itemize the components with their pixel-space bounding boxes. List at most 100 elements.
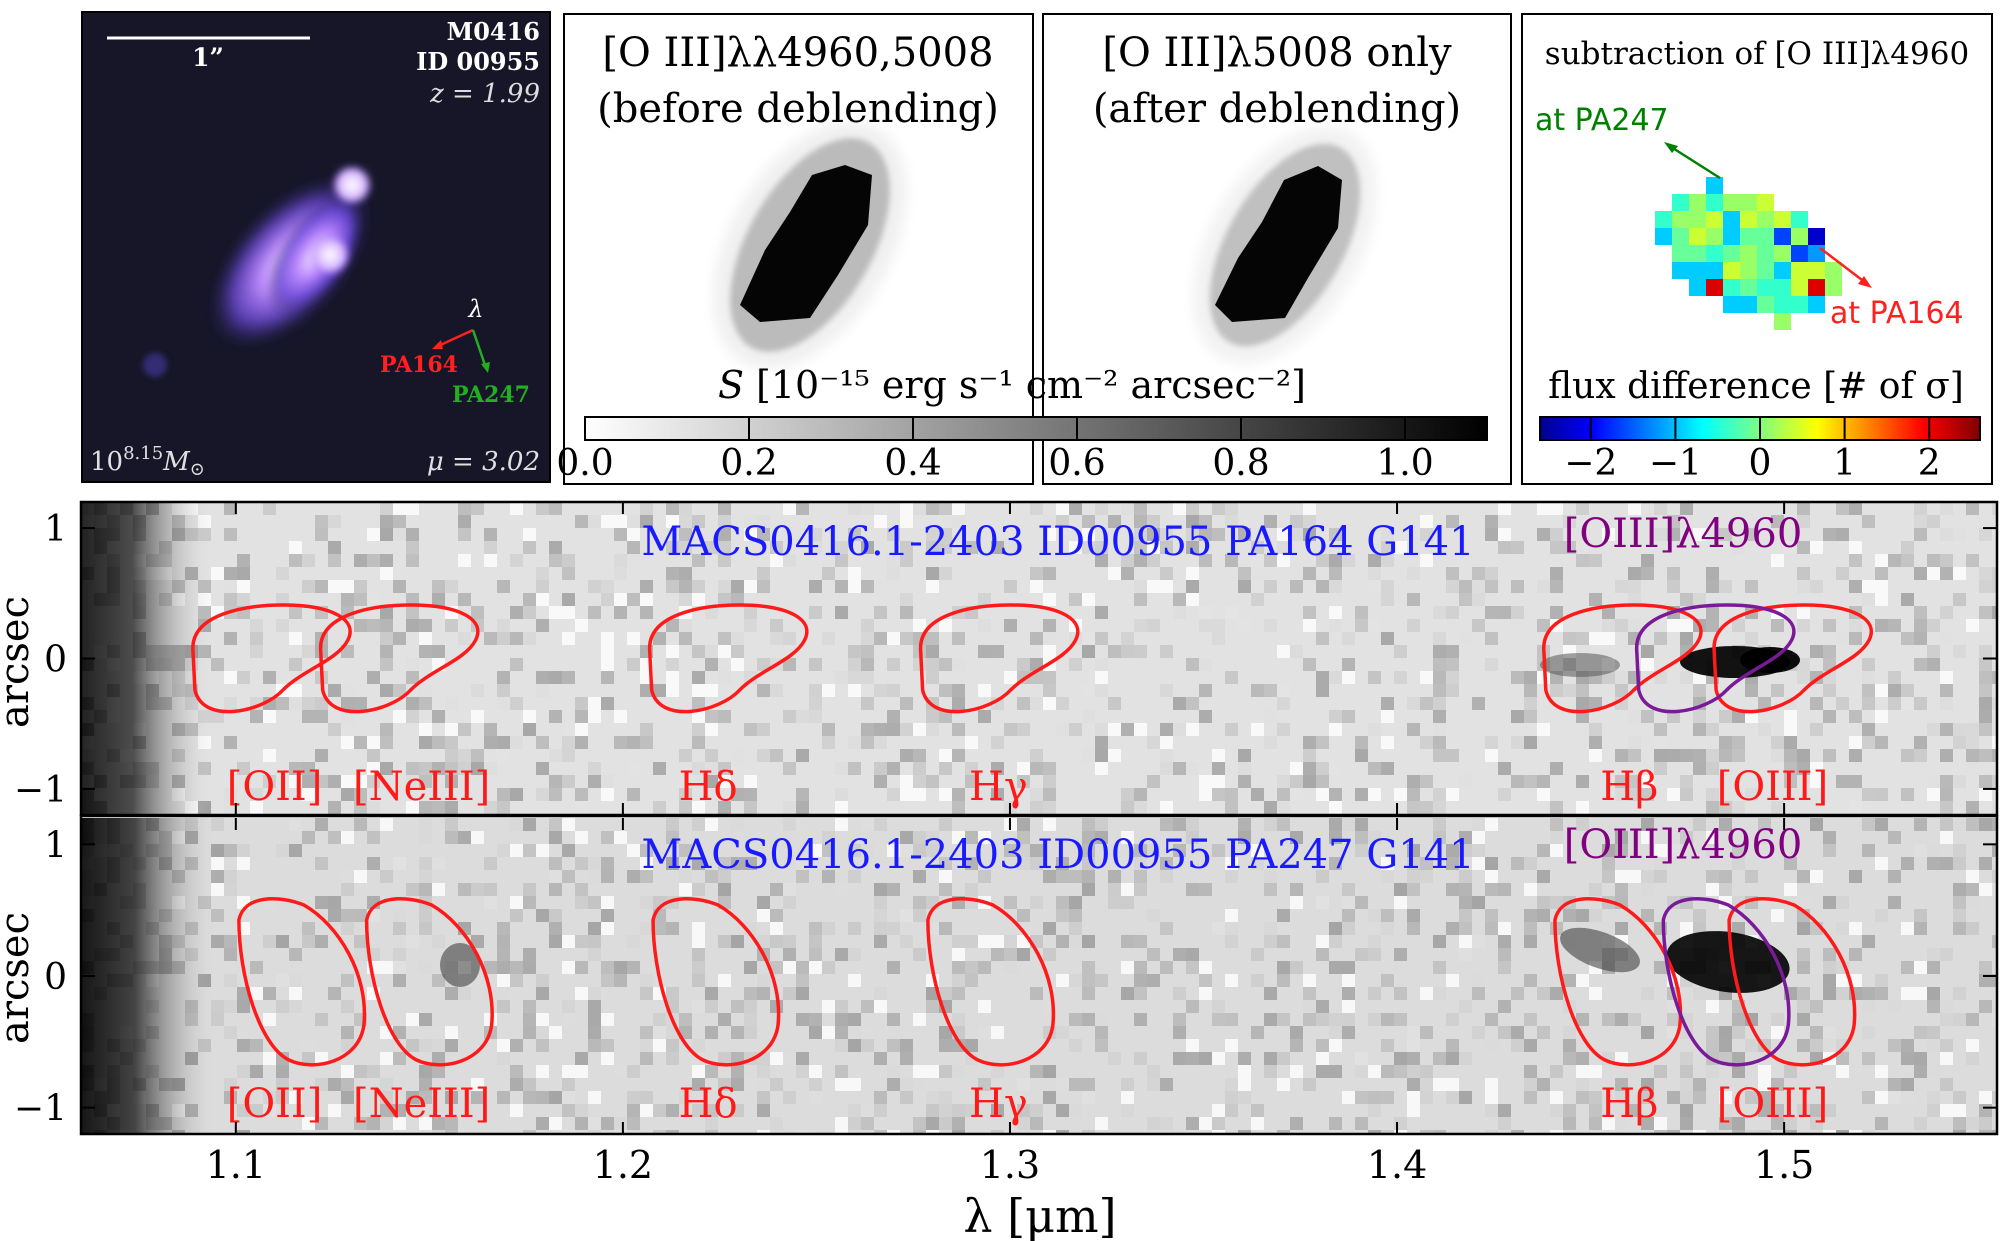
hbeta-trace [1560,927,1640,973]
pa247-arrow [1667,143,1721,180]
at-pa164-label: at PA164 [1830,296,1964,331]
neiii-contour [364,897,494,1067]
flux-difference-pixel [1672,245,1689,262]
scale-bar-label: 1” [192,43,224,72]
gray-colorbar: S [10⁻¹⁵ erg s⁻¹ cm⁻² arcsec⁻²] 0.0 0.2 0.4… [556,363,1488,484]
hdelta-contour [647,603,809,714]
colorbar-gray-tick-label: 0.6 [1048,443,1105,484]
colorbar-jet-tick-label: 1 [1833,443,1856,484]
colorbar-jet-tick-label: 0 [1749,443,1772,484]
flux-difference-pixel [1655,211,1672,228]
flux-difference-pixel [1808,245,1825,262]
flux-difference-pixel [1740,296,1757,313]
flux-difference-pixel [1706,279,1723,296]
flux-difference-pixel [1689,245,1706,262]
flux-difference-pixel [1672,194,1689,211]
flux-difference-pixel [1808,279,1825,296]
flux-difference-pixel [1791,211,1808,228]
flux-difference-pixel [1740,228,1757,245]
flux-difference-pixel [1774,279,1791,296]
flux-difference-pixel [1723,194,1740,211]
hgamma-contour [918,603,1080,714]
flux-difference-pixel [1791,262,1808,279]
xtick-label: 1.2 [593,1143,653,1187]
emission-line-label: [NeIII] [353,1081,490,1127]
emission-line-label: [OIII] [1717,1081,1828,1127]
field-name: M0416 [447,17,540,46]
emission-line-label: Hγ [969,1081,1028,1127]
oiii-4960-contour [1634,603,1796,714]
flux-difference-pixel [1689,228,1706,245]
flux-difference-pixel [1825,279,1842,296]
xlabel: λ [μm] [963,1189,1116,1241]
oiii-after-map [1193,126,1377,364]
emission-line-label: [OII] [227,1081,323,1127]
xtick-label: 1.4 [1367,1143,1427,1187]
flux-difference-pixel [1791,228,1808,245]
emission-line-label: [OIII] [1717,764,1828,810]
flux-difference-pixel [1791,245,1808,262]
galaxy-image [143,163,374,377]
flux-difference-pixel [1706,211,1723,228]
hbeta-contour [1553,897,1683,1067]
xtick-label: 1.3 [980,1143,1040,1187]
hbeta-contour [1542,603,1703,714]
oii-contour [191,603,352,714]
subtraction-panel: subtraction of [O III]λ4960 at PA247 at … [1521,13,1993,485]
flux-difference-pixel [1774,262,1791,279]
flux-difference-pixel [1808,296,1825,313]
flux-difference-pixel [1740,262,1757,279]
oiii-contour [1727,897,1857,1067]
flux-difference-pixel [1706,245,1723,262]
flux-difference-pixel [1757,279,1774,296]
colorbar-gray-tick-label: 1.0 [1376,443,1433,484]
flux-difference-pixel [1706,194,1723,211]
flux-difference-pixel [1757,211,1774,228]
dispersion-direction-arrows [432,328,490,373]
ytick-label: 0 [44,957,67,998]
oiii-before-map [713,121,907,369]
flux-difference-map [1655,177,1842,330]
neiii-contour [318,603,480,714]
colorbar-gray-label: S [10⁻¹⁵ erg s⁻¹ cm⁻² arcsec⁻²] [718,363,1306,407]
flux-difference-pixel [1740,245,1757,262]
magnification: μ = 3.02 [427,447,540,477]
flux-difference-pixel [1774,313,1791,330]
flux-difference-pixel [1672,228,1689,245]
flux-difference-pixel [1723,296,1740,313]
ytick-label: 0 [44,640,67,681]
at-pa247-label: at PA247 [1535,103,1669,138]
emission-line-label: [OII] [227,764,323,810]
spectrum-top-oiii4960-label: [OIII]λ4960 [1564,511,1803,557]
ytick-label: 1 [44,509,67,550]
spectrum-bottom-oiii4960-label: [OIII]λ4960 [1564,822,1803,868]
flux-difference-pixel [1723,211,1740,228]
pa164-arrow-label: PA164 [380,352,458,378]
before-line2: (before deblending) [597,86,999,132]
spectrum-bottom-title: MACS0416.1-2403 ID00955 PA247 G141 [641,832,1474,878]
flux-difference-pixel [1689,262,1706,279]
flux-difference-pixel [1774,296,1791,313]
lambda-direction-label: λ [467,295,483,323]
flux-difference-pixel [1791,296,1808,313]
colorbar-jet-tick-label: −1 [1649,443,1702,484]
flux-difference-pixel [1723,228,1740,245]
colorbar-gray-tick-label: 0.2 [720,443,777,484]
flux-difference-pixel [1706,262,1723,279]
flux-difference-pixel [1740,194,1757,211]
flux-difference-pixel [1808,228,1825,245]
hgamma-contour [926,897,1056,1067]
ytick-label: −1 [14,770,67,811]
colorbar-jet-tick-label: 2 [1918,443,1941,484]
oiii-5008-trace [1666,931,1790,993]
spectrum-bottom: MACS0416.1-2403 ID00955 PA247 G141 [OIII… [81,818,1997,1134]
flux-difference-pixel [1706,177,1723,194]
emission-line-label: Hδ [679,1081,738,1127]
flux-difference-pixel [1689,279,1706,296]
emission-line-label: Hδ [679,764,738,810]
flux-difference-pixel [1689,194,1706,211]
flux-difference-pixel [1774,211,1791,228]
emission-line-label: Hβ [1600,764,1658,810]
rgb-image-panel: 1” M0416 ID 00955 z = 1.99 λ PA164 PA247… [81,11,551,483]
